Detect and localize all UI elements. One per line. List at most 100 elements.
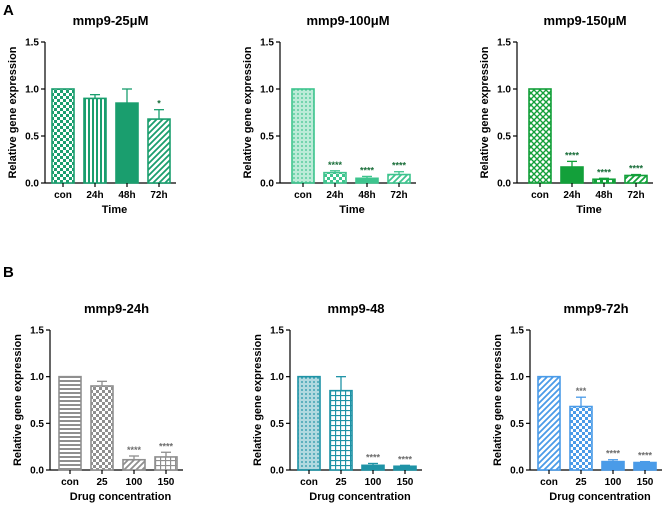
x-tick-label: con bbox=[531, 190, 549, 201]
y-tick-label: 0.5 bbox=[497, 132, 511, 143]
x-tick-label: 48h bbox=[118, 190, 135, 201]
bar bbox=[122, 458, 146, 471]
y-tick-label: 0.0 bbox=[30, 466, 44, 477]
x-tick-label: con bbox=[540, 477, 558, 488]
y-tick-label: 0.0 bbox=[260, 179, 274, 190]
bar bbox=[147, 118, 171, 184]
bar bbox=[361, 464, 385, 471]
y-axis-label: Relative gene expression bbox=[7, 46, 19, 178]
y-tick-label: 0.0 bbox=[270, 466, 284, 477]
bar bbox=[115, 102, 139, 184]
bar bbox=[387, 173, 411, 184]
y-tick-label: 0.5 bbox=[270, 419, 284, 430]
chart-mmp9-25um: mmp9-25μM 0.0 0.5 1.0 1.5 Relative gene expre… bbox=[7, 13, 176, 216]
x-tick-label: 48h bbox=[595, 190, 612, 201]
x-tick-label: 25 bbox=[575, 477, 587, 488]
bar bbox=[569, 405, 593, 471]
chart-title: mmp9-48 bbox=[327, 301, 384, 316]
y-tick-label: 1.0 bbox=[510, 372, 524, 383]
chart-title: mmp9-25μM bbox=[73, 13, 149, 28]
x-tick-label: 48h bbox=[358, 190, 375, 201]
y-tick-label: 0.5 bbox=[260, 132, 274, 143]
chart-title: mmp9-72h bbox=[563, 301, 628, 316]
significance-label: **** bbox=[638, 451, 653, 461]
significance-label: **** bbox=[398, 454, 413, 464]
y-axis-label: Relative gene expression bbox=[479, 46, 491, 178]
y-tick-label: 1.0 bbox=[260, 85, 274, 96]
y-tick-label: 1.5 bbox=[30, 326, 44, 337]
x-tick-label: 100 bbox=[126, 477, 143, 488]
significance-label: **** bbox=[565, 150, 580, 160]
bar bbox=[592, 178, 616, 184]
x-tick-label: 24h bbox=[326, 190, 343, 201]
chart-mmp9-72h: mmp9-72h 0.0 0.5 1.0 1.5 Relative gene expres… bbox=[492, 301, 662, 503]
x-tick-label: 100 bbox=[365, 477, 382, 488]
significance-label: **** bbox=[159, 441, 174, 451]
x-tick-label: con bbox=[300, 477, 318, 488]
x-axis-label: Time bbox=[339, 204, 364, 216]
bar bbox=[560, 166, 584, 184]
bar bbox=[393, 465, 417, 471]
bar bbox=[528, 88, 552, 184]
bar bbox=[601, 460, 625, 471]
chart-title: mmp9-150μM bbox=[543, 13, 626, 28]
y-axis-label: Relative gene expression bbox=[242, 46, 254, 178]
x-tick-label: 25 bbox=[96, 477, 108, 488]
x-tick-label: 150 bbox=[637, 477, 654, 488]
y-tick-label: 1.5 bbox=[497, 38, 511, 49]
x-axis-label: Time bbox=[576, 204, 601, 216]
y-axis-label: Relative gene expression bbox=[252, 334, 264, 466]
bar bbox=[537, 375, 561, 471]
bar bbox=[83, 97, 107, 184]
chart-mmp9-24h: mmp9-24h 0.0 0.5 1.0 1.5 Relative gene expres… bbox=[12, 301, 183, 503]
chart-mmp9-48: mmp9-48 0.0 0.5 1.0 1.5 Relative gene express… bbox=[252, 301, 422, 503]
y-tick-label: 0.5 bbox=[25, 132, 39, 143]
bar bbox=[297, 375, 321, 471]
chart-title: mmp9-100μM bbox=[306, 13, 389, 28]
significance-label: **** bbox=[606, 449, 621, 459]
x-tick-label: 150 bbox=[397, 477, 414, 488]
bar bbox=[51, 88, 75, 184]
bar bbox=[633, 461, 657, 471]
x-tick-label: 150 bbox=[158, 477, 175, 488]
y-tick-label: 0.0 bbox=[510, 466, 524, 477]
y-tick-label: 1.5 bbox=[270, 326, 284, 337]
x-tick-label: 72h bbox=[390, 190, 407, 201]
x-axis-label: Drug concentration bbox=[309, 491, 411, 503]
panel-label-b: B bbox=[3, 264, 14, 281]
y-tick-label: 0.5 bbox=[30, 419, 44, 430]
y-tick-label: 1.5 bbox=[510, 326, 524, 337]
significance-label: **** bbox=[127, 445, 142, 455]
chart-title: mmp9-24h bbox=[84, 301, 149, 316]
significance-label: **** bbox=[366, 452, 381, 462]
chart-mmp9-100um: mmp9-100μM 0.0 0.5 1.0 1.5 Relative gene expr… bbox=[242, 13, 416, 216]
significance-label: * bbox=[157, 99, 161, 109]
x-axis-label: Time bbox=[102, 204, 127, 216]
panel-label-a: A bbox=[3, 2, 14, 19]
significance-label: **** bbox=[328, 160, 343, 170]
significance-label: **** bbox=[360, 165, 375, 175]
y-tick-label: 1.5 bbox=[260, 38, 274, 49]
significance-label: **** bbox=[392, 161, 407, 171]
y-tick-label: 1.0 bbox=[25, 85, 39, 96]
y-axis-label: Relative gene expression bbox=[492, 334, 504, 466]
y-tick-label: 0.0 bbox=[497, 179, 511, 190]
bar bbox=[58, 375, 82, 471]
bar bbox=[291, 88, 315, 184]
significance-label: **** bbox=[629, 164, 644, 174]
chart-mmp9-150um: mmp9-150μM 0.0 0.5 1.0 1.5 Relative gene expr… bbox=[479, 13, 653, 216]
y-axis-label: Relative gene expression bbox=[12, 334, 24, 466]
y-tick-label: 1.0 bbox=[30, 372, 44, 383]
x-tick-label: 24h bbox=[563, 190, 580, 201]
x-tick-label: 100 bbox=[605, 477, 622, 488]
y-tick-label: 1.0 bbox=[270, 372, 284, 383]
x-axis-label: Drug concentration bbox=[70, 491, 172, 503]
y-tick-label: 1.0 bbox=[497, 85, 511, 96]
x-tick-label: 24h bbox=[86, 190, 103, 201]
x-tick-label: 25 bbox=[335, 477, 347, 488]
bar bbox=[624, 174, 648, 184]
y-tick-label: 0.0 bbox=[25, 179, 39, 190]
x-tick-label: 72h bbox=[627, 190, 644, 201]
x-tick-label: con bbox=[61, 477, 79, 488]
